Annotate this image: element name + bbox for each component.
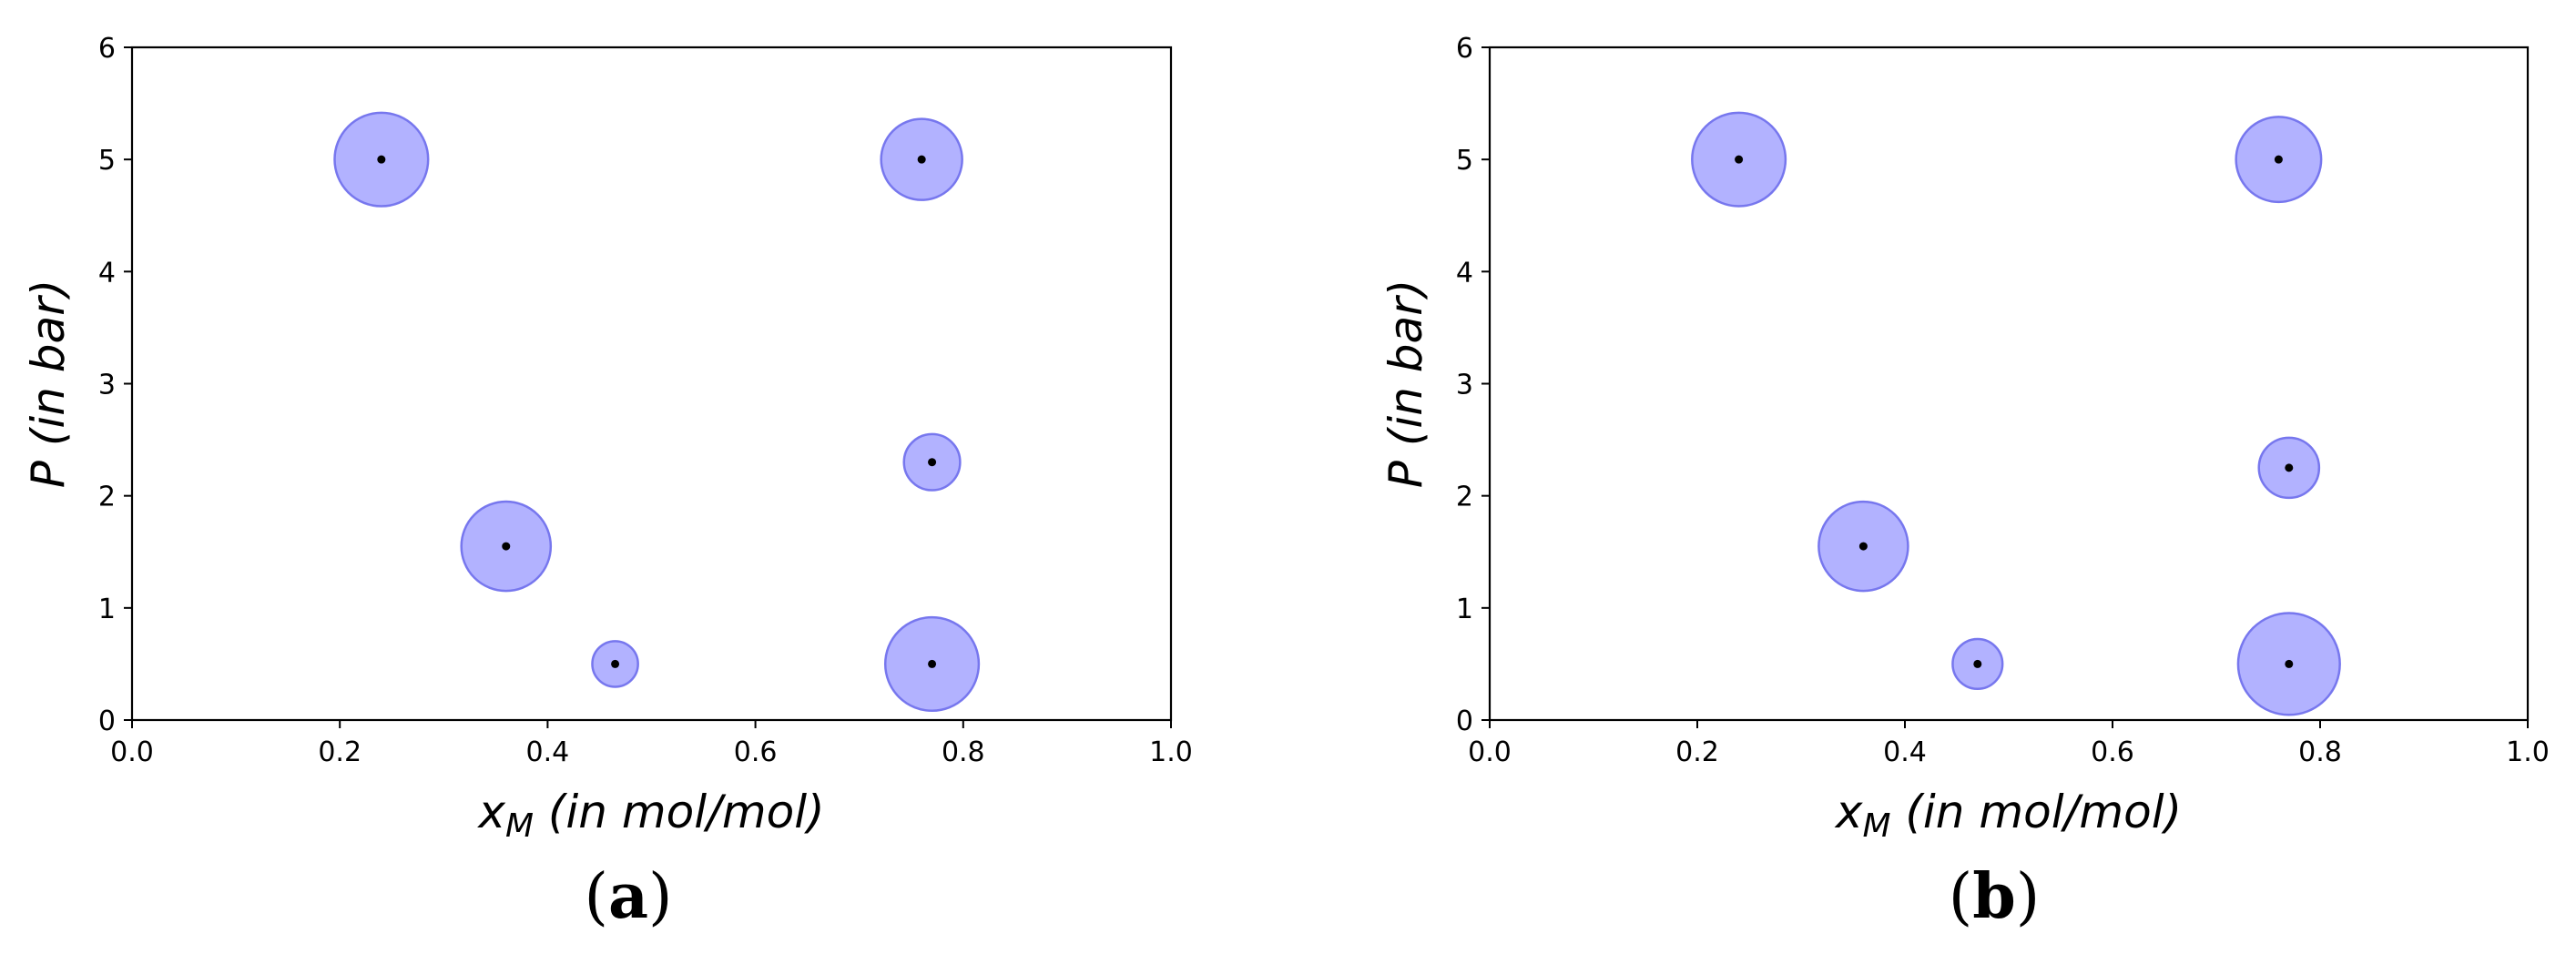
y-tick-label: 1 xyxy=(98,594,116,625)
data-point xyxy=(2274,155,2283,164)
y-axis-label-unit: (in bar) xyxy=(1380,279,1432,461)
x-tick-label: 1.0 xyxy=(2506,736,2550,768)
x-tick-label: 0.0 xyxy=(1468,736,1512,768)
x-axis-label-subscript: M xyxy=(1862,807,1890,845)
x-tick-label: 0.0 xyxy=(110,736,154,768)
data-point xyxy=(2285,463,2294,472)
x-tick-label: 0.8 xyxy=(2298,736,2342,768)
data-point xyxy=(1858,542,1868,551)
x-axis-label-subscript: M xyxy=(505,807,534,845)
x-tick-label: 1.0 xyxy=(1149,736,1193,768)
x-tick-label: 0.8 xyxy=(942,736,985,768)
chart-panel-b: 0.0 0.2 0.4 0.6 0.8 1.0 0 1 2 3 4 5 6 xM (in mol/mol)… xyxy=(1380,33,2550,845)
y-tick-label: 2 xyxy=(1456,482,1473,513)
x-tick-label: 0.2 xyxy=(1675,736,1719,768)
data-point xyxy=(2285,659,2294,668)
y-tick-label: 6 xyxy=(1456,33,1473,65)
x-tick-label: 0.6 xyxy=(2091,736,2134,768)
y-tick-label: 2 xyxy=(98,482,116,513)
data-point xyxy=(1973,659,1982,668)
y-tick-label: 5 xyxy=(1456,145,1473,177)
plot-area xyxy=(1488,46,2530,722)
x-tick-label: 0.6 xyxy=(734,736,778,768)
data-point xyxy=(928,458,937,467)
y-tick-label: 0 xyxy=(98,705,116,737)
data-point xyxy=(502,542,511,551)
data-point xyxy=(377,155,386,164)
x-axis-label-unit: (in mol/mol) xyxy=(1891,786,2183,838)
x-axis-label-symbol: x xyxy=(1834,786,1863,838)
y-tick-label: 4 xyxy=(1456,257,1473,289)
x-tick-label: 0.4 xyxy=(1883,736,1927,768)
y-tick-label: 3 xyxy=(98,370,116,401)
x-axis-label-unit: (in mol/mol) xyxy=(534,786,825,838)
y-tick-label: 4 xyxy=(98,257,116,289)
data-point xyxy=(917,155,926,164)
chart-panel-a: 0.0 0.2 0.4 0.6 0.8 1.0 0 1 2 3 4 5 6 xM (in mol/mol)… xyxy=(22,33,1193,845)
x-axis-label: xM (in mol/mol) xyxy=(1834,786,2182,845)
y-axis-label-symbol: P xyxy=(1380,460,1432,488)
data-point xyxy=(1735,155,1744,164)
y-tick-label: 0 xyxy=(1456,705,1473,737)
y-tick-label: 3 xyxy=(1456,370,1473,401)
panel-label-b: (b) xyxy=(1948,860,2041,933)
y-axis-label-unit: (in bar) xyxy=(22,279,75,461)
y-tick-label: 5 xyxy=(98,145,116,177)
data-point xyxy=(928,659,937,668)
y-axis-label-symbol: P xyxy=(22,460,75,488)
x-tick-label: 0.2 xyxy=(318,736,361,768)
x-tick-label: 0.4 xyxy=(526,736,570,768)
x-axis-label: xM (in mol/mol) xyxy=(476,786,824,845)
x-axis-label-symbol: x xyxy=(476,786,505,838)
y-axis-label: P (in bar) xyxy=(1380,279,1432,488)
y-tick-label: 6 xyxy=(98,33,116,65)
y-axis-label: P (in bar) xyxy=(22,279,75,488)
data-point xyxy=(611,659,620,668)
plot-area xyxy=(130,46,1173,722)
y-tick-label: 1 xyxy=(1456,594,1473,625)
panel-label-a: (a) xyxy=(584,860,673,933)
